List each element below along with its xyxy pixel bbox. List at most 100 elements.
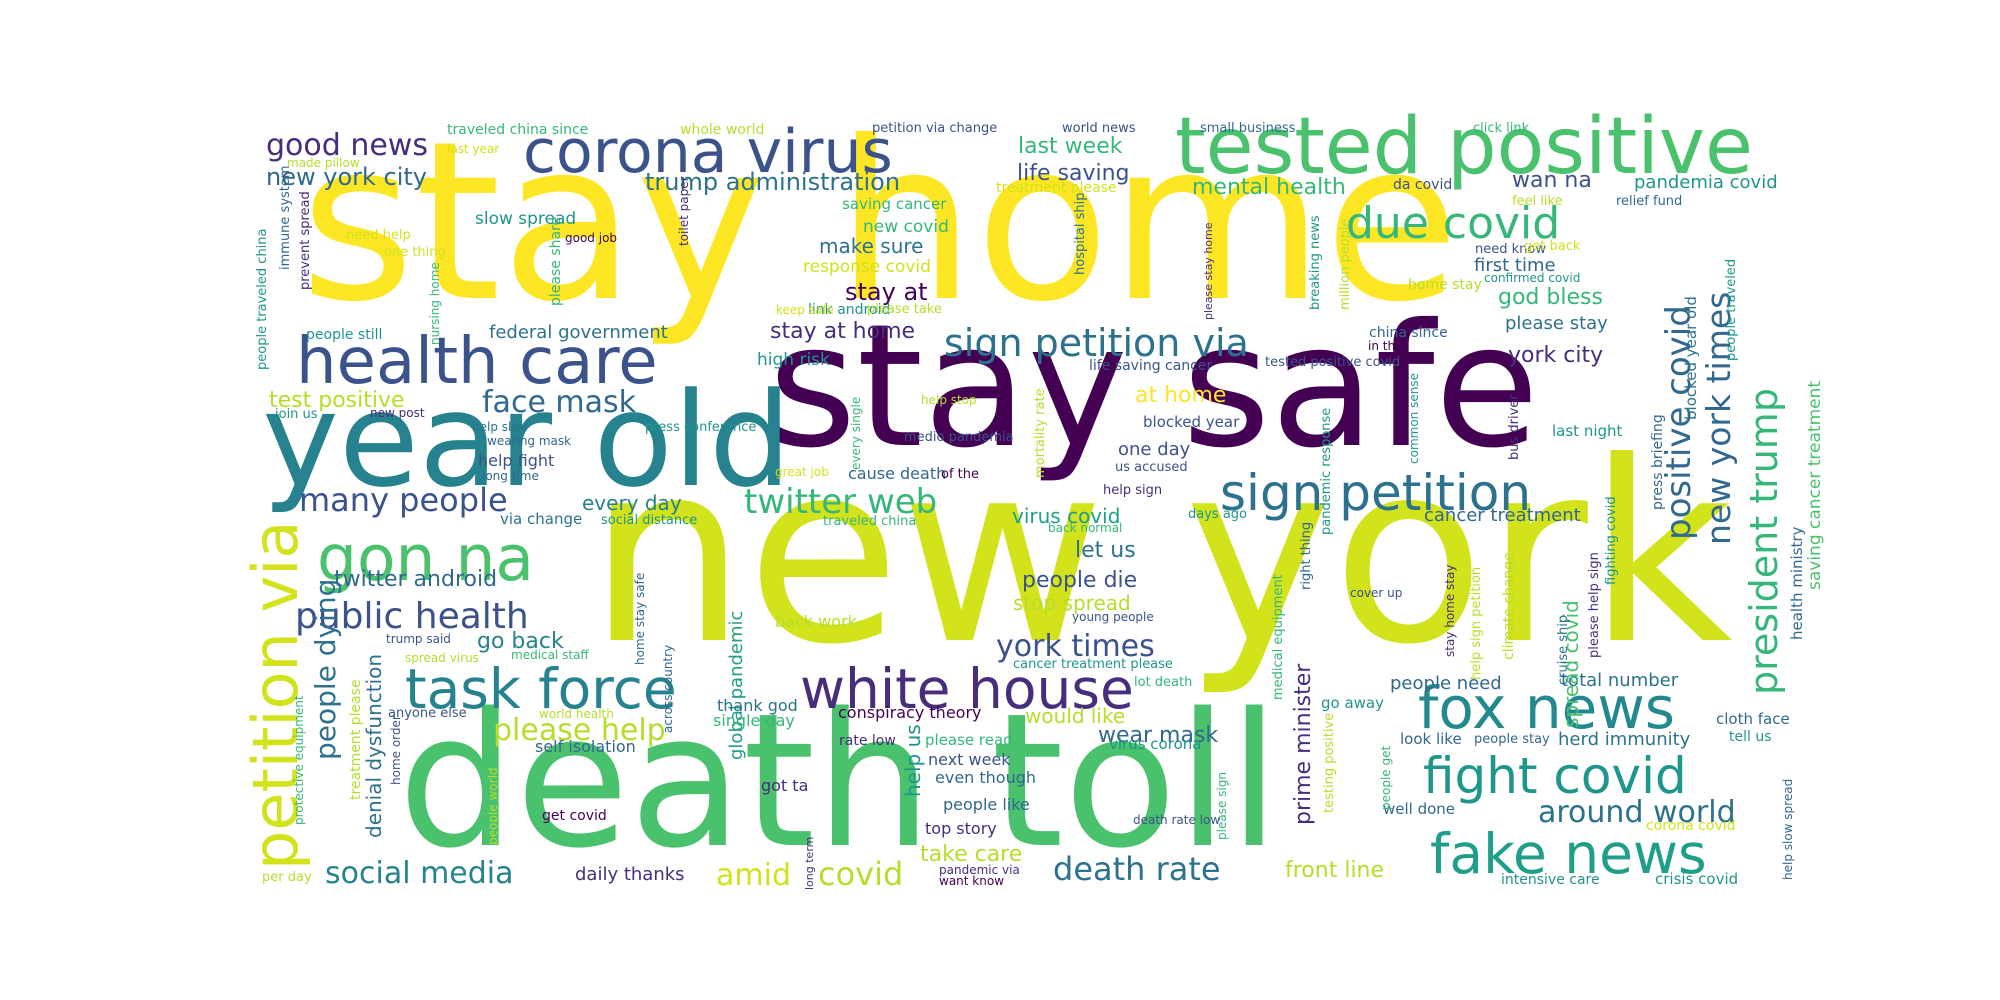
- cloud-word: via change: [500, 510, 582, 528]
- cloud-word: global pandemic: [726, 611, 747, 760]
- cloud-word: please take: [867, 302, 942, 317]
- cloud-word: great job: [775, 465, 829, 479]
- cloud-word: saving cancer: [842, 195, 947, 213]
- cloud-word: da covid: [1393, 177, 1452, 193]
- cloud-word: covid: [818, 855, 903, 893]
- cloud-word: one day: [1118, 439, 1191, 460]
- cloud-word: death rate low: [1133, 813, 1220, 827]
- cloud-word: please share: [548, 217, 564, 306]
- cloud-word: corona virus: [523, 117, 893, 187]
- cloud-word: fight covid: [1423, 747, 1687, 805]
- cloud-word: front line: [1285, 858, 1384, 883]
- cloud-word: task force: [405, 657, 677, 721]
- cloud-word: trump said: [386, 632, 451, 646]
- cloud-word: hospital ship: [1073, 192, 1088, 275]
- cloud-word: york city: [1508, 343, 1603, 368]
- cloud-word: every day: [582, 491, 682, 515]
- cloud-word: health care: [296, 325, 658, 399]
- cloud-word: stay home stay: [1443, 565, 1457, 657]
- cloud-word: cancer treatment please: [1013, 657, 1173, 672]
- cloud-word: corona covid: [1646, 818, 1736, 834]
- cloud-word: people dying: [309, 579, 342, 760]
- cloud-word: blocked year: [1143, 413, 1240, 431]
- cloud-word: home order: [389, 715, 403, 785]
- cloud-word: people like: [943, 795, 1030, 814]
- cloud-word: sign petition: [1220, 464, 1531, 522]
- cloud-word: self isolation: [535, 737, 636, 756]
- cloud-word: help fight: [478, 451, 554, 470]
- cloud-word: many people: [299, 481, 508, 519]
- cloud-word: need know: [1475, 242, 1546, 257]
- cloud-word: help slow spread: [1781, 779, 1795, 880]
- cloud-word: keep safe: [776, 303, 834, 317]
- cloud-word: intensive care: [1501, 872, 1600, 888]
- cloud-word: common sense: [1407, 373, 1421, 464]
- cloud-word: health ministry: [1788, 526, 1806, 640]
- cloud-word: small business: [1200, 121, 1296, 136]
- cloud-word: fake news: [1430, 822, 1707, 886]
- cloud-word: president trump: [1742, 388, 1786, 695]
- cloud-word: due covid: [1346, 198, 1560, 249]
- cloud-word: get back: [1524, 239, 1581, 254]
- cloud-word: york times: [996, 629, 1155, 664]
- cloud-word: good news: [266, 128, 428, 163]
- cloud-word: test positive: [269, 388, 405, 413]
- cloud-word: look like: [1400, 730, 1462, 748]
- cloud-word: lot death: [1134, 675, 1192, 690]
- cloud-word: medical equipment: [1271, 574, 1286, 700]
- cloud-word: twitter web: [744, 482, 937, 522]
- cloud-word: click link: [1473, 121, 1530, 136]
- cloud-word: join us: [274, 407, 318, 422]
- cloud-word: mental health: [1192, 175, 1346, 200]
- cloud-word: young people: [1072, 610, 1154, 624]
- cloud-word: made pillow: [287, 156, 360, 170]
- cloud-word: people die: [1022, 568, 1137, 593]
- cloud-word: help stop: [921, 393, 977, 407]
- cloud-word: relief fund: [1616, 194, 1682, 209]
- cloud-word: crisis covid: [1655, 870, 1738, 888]
- cloud-word: protective equipment: [292, 695, 306, 825]
- cloud-word: stop spread: [1013, 591, 1131, 615]
- cloud-word: petition via change: [872, 121, 997, 136]
- cloud-word: herd immunity: [1558, 729, 1691, 750]
- cloud-word: people get: [1379, 746, 1393, 810]
- cloud-word: petition via: [239, 521, 312, 870]
- cloud-word: virus corona: [1109, 735, 1201, 753]
- cloud-word: around world: [1538, 795, 1736, 830]
- cloud-word: people stay: [1474, 732, 1550, 747]
- cloud-word: medical staff: [511, 648, 589, 662]
- cloud-word: life saving cancer: [1089, 358, 1212, 374]
- cloud-word: toilet paper: [677, 176, 691, 246]
- cloud-word: denial dysfunction: [362, 654, 386, 838]
- cloud-word: wan na: [1512, 168, 1592, 193]
- cloud-word: need help: [346, 228, 411, 243]
- cloud-word: back work: [775, 612, 858, 631]
- cloud-word: pandemic via: [939, 863, 1020, 877]
- cloud-word: last year: [447, 142, 499, 156]
- cloud-word: pandemia covid: [1634, 172, 1778, 193]
- cloud-word: take care: [920, 842, 1022, 867]
- cloud-word: new york times: [1699, 292, 1738, 545]
- cloud-word: breaking news: [1308, 215, 1323, 310]
- cloud-word: high risk: [757, 350, 830, 370]
- cloud-word: prevent spread: [298, 191, 313, 290]
- cloud-word: press conference: [645, 420, 756, 435]
- cloud-word: back normal: [1048, 521, 1122, 535]
- cloud-word: treatment please: [348, 679, 364, 800]
- cloud-word: right thing: [1299, 522, 1314, 590]
- cloud-word: medio pandemia: [904, 430, 1014, 445]
- cloud-word: pandemic response: [1319, 408, 1334, 535]
- cloud-word: tell us: [1729, 729, 1772, 745]
- cloud-word: people traveled china: [255, 229, 270, 371]
- cloud-word: gon na: [317, 522, 534, 595]
- cloud-word: want know: [939, 874, 1004, 888]
- cloud-word: please help: [493, 713, 666, 748]
- cloud-word: across country: [661, 645, 675, 733]
- cloud-word: people traveled: [1724, 259, 1739, 361]
- cloud-word: whole world: [680, 122, 764, 138]
- cloud-word: please stay: [1505, 313, 1608, 334]
- cloud-word: link android: [808, 302, 890, 318]
- cloud-word: long term: [803, 837, 816, 890]
- cloud-word: amid: [716, 858, 791, 893]
